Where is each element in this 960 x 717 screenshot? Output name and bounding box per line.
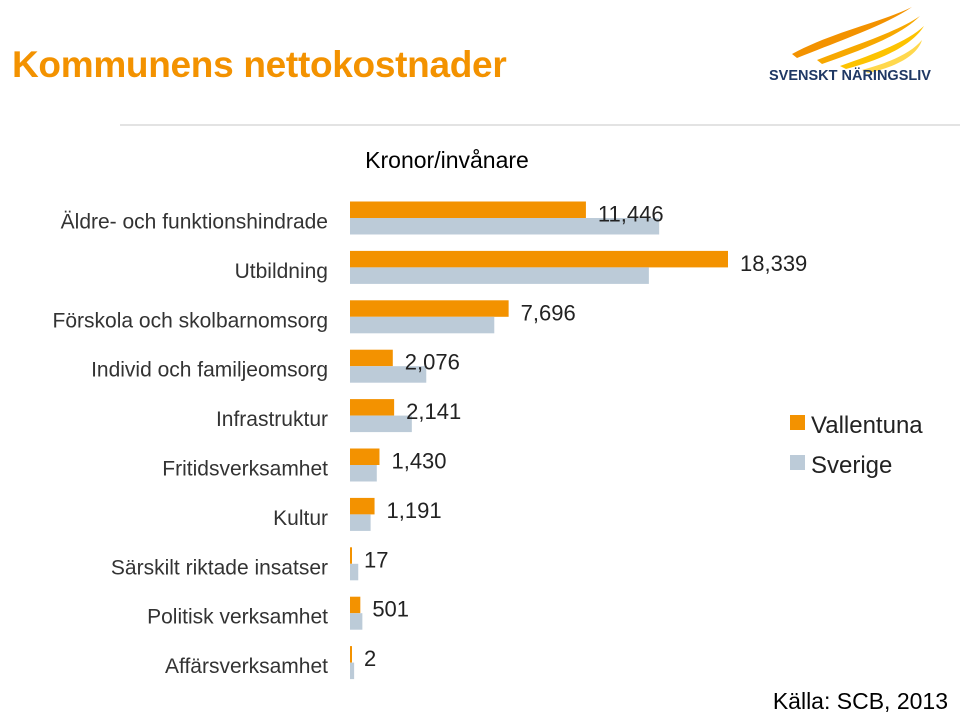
bar-vallentuna-5 [350,448,380,465]
bar-vallentuna-8 [350,596,361,614]
bar-sverige-9 [350,662,355,680]
value-label: 7,696 [521,300,576,325]
legend-label: Sverige [811,452,892,479]
bar-vallentuna-2 [350,300,509,317]
bar-vallentuna-6 [350,497,375,515]
category-label: Affärsverksamhet [165,655,328,678]
value-label: 501 [372,597,409,622]
value-label: 1,430 [391,449,446,474]
bar-vallentuna-7 [350,547,352,564]
header-divider [120,124,960,126]
bar-sverige-4 [350,415,412,433]
category-label: Politisk verksamhet [147,606,328,629]
category-label: Fritidsverksamhet [162,458,328,481]
value-label: 1,191 [387,498,442,523]
legend: Vallentuna Sverige [790,412,923,479]
category-label: Äldre- och funktionshindrade [61,211,328,234]
bar-sverige-0 [350,218,660,235]
value-label: 2,141 [406,399,461,424]
bar-vallentuna-4 [350,399,395,416]
bar-sverige-7 [350,563,359,581]
bar-vallentuna-9 [350,646,352,663]
value-label: 17 [364,547,388,572]
bar-sverige-6 [350,514,371,531]
flame-icon [792,7,924,73]
legend-swatch-sverige [790,455,805,470]
category-label: Individ och familjeomsorg [91,359,328,382]
bar-sverige-5 [350,465,377,482]
category-label: Kultur [273,507,328,530]
chart-title: Kronor/invånare [365,147,529,173]
bar-sverige-8 [350,613,363,630]
legend-label: Vallentuna [811,412,923,439]
bar-vallentuna-0 [350,201,586,218]
page-title: Kommunens nettokostnader [12,44,507,85]
bar-sverige-3 [350,366,427,383]
value-label: 11,446 [598,202,664,227]
category-label: Särskilt riktade insatser [111,556,328,579]
category-label: Utbildning [235,260,328,283]
svenskt-naringsliv-logo: SVENSKT NÄRINGSLIV [769,7,931,84]
bar-sverige-1 [350,267,649,284]
category-label: Infrastruktur [216,408,328,431]
value-label: 2 [364,646,376,671]
value-label: 2,076 [405,350,460,375]
bar-sverige-2 [350,316,495,334]
source-note: Källa: SCB, 2013 [772,688,948,714]
category-label: Förskola och skolbarnomsorg [53,309,328,332]
bar-vallentuna-3 [350,349,393,367]
legend-swatch-vallentuna [790,415,805,430]
logo-text: SVENSKT NÄRINGSLIV [769,67,931,84]
value-label: 18,339 [740,251,807,276]
bar-vallentuna-1 [350,250,728,268]
